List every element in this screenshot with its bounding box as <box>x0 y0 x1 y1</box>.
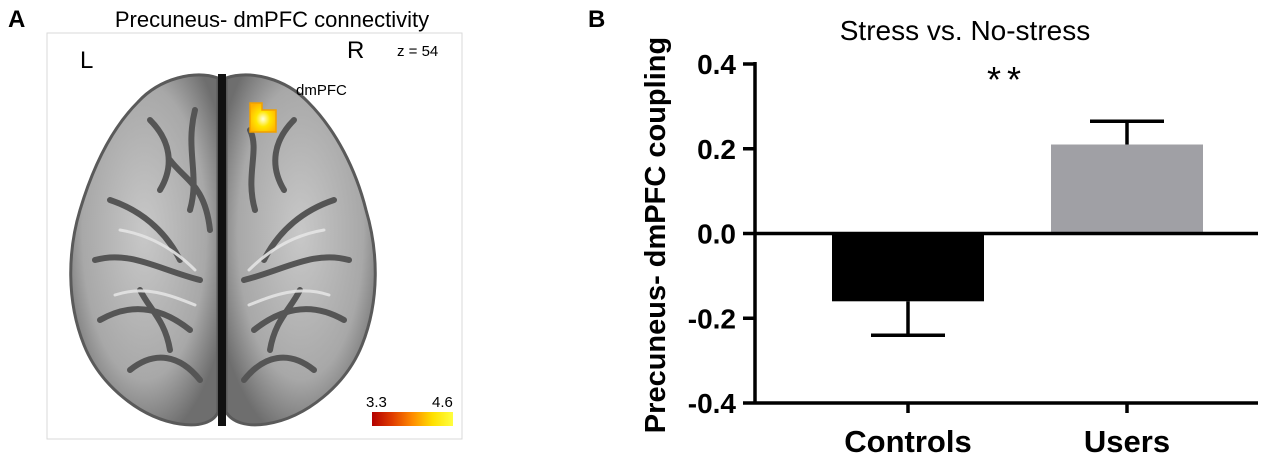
panel-a: A Precuneus- dmPFC connectivity <box>8 6 463 440</box>
y-tick-label: -0.2 <box>688 303 736 334</box>
region-label: dmPFC <box>296 82 347 99</box>
panel-b: B Stress vs. No-stress Precuneus- dmPFC … <box>588 6 1258 457</box>
category-label: Users <box>1084 424 1170 457</box>
brain-slice-image <box>69 73 377 427</box>
slice-coordinate-label: z = 54 <box>397 43 438 60</box>
panel-a-title: Precuneus- dmPFC connectivity <box>115 7 429 32</box>
activation-blob <box>249 102 277 133</box>
panel-a-letter: A <box>8 6 25 33</box>
bar-controls <box>832 233 984 302</box>
colorbar-min-label: 3.3 <box>366 394 387 411</box>
right-hemisphere-label: R <box>347 37 364 64</box>
y-axis-ticks: 0.4 0.2 0.0 -0.2 -0.4 <box>688 49 755 419</box>
bar-users <box>1051 144 1203 234</box>
y-tick-label: 0.2 <box>697 134 736 165</box>
y-tick-label: 0.0 <box>697 219 736 250</box>
left-hemisphere-label: L <box>80 47 93 74</box>
significance-marker: ** <box>987 59 1027 100</box>
category-label: Controls <box>844 424 971 457</box>
chart-title: Stress vs. No-stress <box>840 15 1090 46</box>
x-axis-categories: Controls Users <box>844 403 1170 457</box>
y-axis-label: Precuneus- dmPFC coupling <box>640 37 672 433</box>
colorbar-max-label: 4.6 <box>432 394 453 411</box>
panel-b-letter: B <box>588 6 605 33</box>
y-tick-label: 0.4 <box>697 49 736 80</box>
bars <box>832 119 1203 337</box>
y-tick-label: -0.4 <box>688 388 737 419</box>
colorbar <box>372 412 453 426</box>
